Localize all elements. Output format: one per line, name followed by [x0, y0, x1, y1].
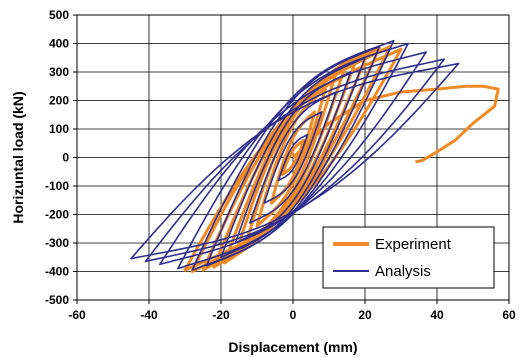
y-tick-label: -100: [45, 179, 69, 193]
plot-series-group: [130, 39, 500, 273]
analysis-loop: [144, 58, 445, 263]
y-tick-label: 0: [62, 151, 69, 165]
y-tick-label: 400: [49, 37, 69, 51]
x-tick-label: -40: [140, 308, 158, 322]
y-tick-label: -200: [45, 208, 69, 222]
y-tick-label: 500: [49, 8, 69, 22]
analysis-loop: [263, 111, 323, 204]
x-axis-title: Displacement (mm): [228, 339, 357, 355]
series-analysis: [130, 39, 460, 271]
y-tick-label: -400: [45, 265, 69, 279]
y-tick-label: 100: [49, 122, 69, 136]
x-tick-label: 60: [502, 308, 516, 322]
x-tick-label: -60: [68, 308, 86, 322]
analysis-loop: [130, 62, 460, 260]
x-tick-label: 40: [430, 308, 444, 322]
y-tick-label: -500: [45, 293, 69, 307]
experiment-loop: [255, 87, 327, 228]
experiment-loop: [280, 138, 306, 177]
experiment-final-branch: [291, 84, 500, 164]
legend-label-analysis: Analysis: [375, 263, 431, 280]
x-tick-label: 0: [290, 308, 297, 322]
y-tick-label: 300: [49, 65, 69, 79]
axis-ticks: -60 -40 -20 0 20 40 605004003002001000-100-200…: [45, 8, 516, 322]
y-tick-label: -300: [45, 236, 69, 250]
analysis-loop: [177, 42, 409, 270]
y-tick-label: 200: [49, 94, 69, 108]
legend-label-experiment: Experiment: [375, 236, 452, 253]
y-axis-title: Horizuntal load (kN): [10, 91, 26, 223]
analysis-loop: [277, 133, 309, 182]
analysis-loop: [191, 39, 395, 271]
x-tick-label: -20: [212, 308, 230, 322]
x-tick-label: 20: [358, 308, 372, 322]
legend-box: [322, 226, 495, 289]
legend: Experiment Analysis: [322, 226, 495, 289]
